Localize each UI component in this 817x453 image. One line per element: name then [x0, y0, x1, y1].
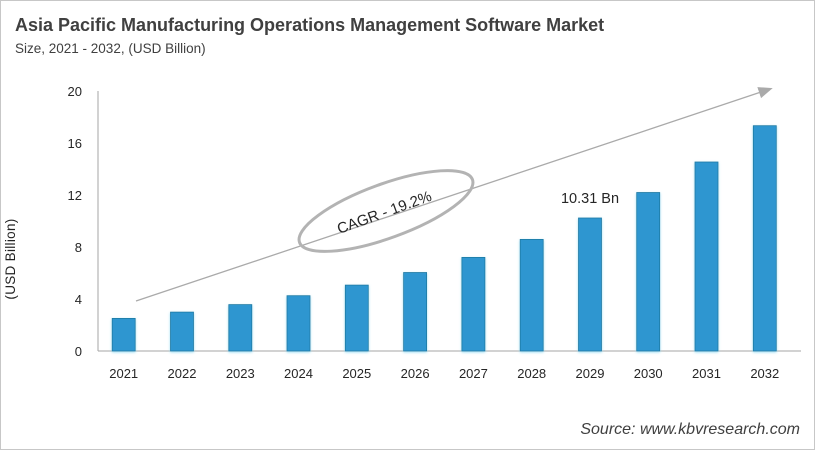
svg-text:2030: 2030	[634, 366, 663, 381]
svg-text:20: 20	[68, 84, 82, 99]
svg-text:2029: 2029	[576, 366, 605, 381]
svg-text:16: 16	[68, 136, 82, 151]
svg-text:2024: 2024	[284, 366, 313, 381]
svg-text:2026: 2026	[401, 366, 430, 381]
svg-text:2025: 2025	[342, 366, 371, 381]
svg-text:2022: 2022	[168, 366, 197, 381]
svg-text:2032: 2032	[750, 366, 779, 381]
svg-text:10.31 Bn: 10.31 Bn	[561, 191, 619, 207]
svg-text:2023: 2023	[226, 366, 255, 381]
svg-text:2031: 2031	[692, 366, 721, 381]
svg-text:2028: 2028	[517, 366, 546, 381]
svg-text:12: 12	[68, 188, 82, 203]
svg-text:4: 4	[75, 292, 82, 307]
svg-text:2027: 2027	[459, 366, 488, 381]
svg-text:0: 0	[75, 344, 82, 359]
svg-text:8: 8	[75, 240, 82, 255]
svg-text:2021: 2021	[109, 366, 138, 381]
